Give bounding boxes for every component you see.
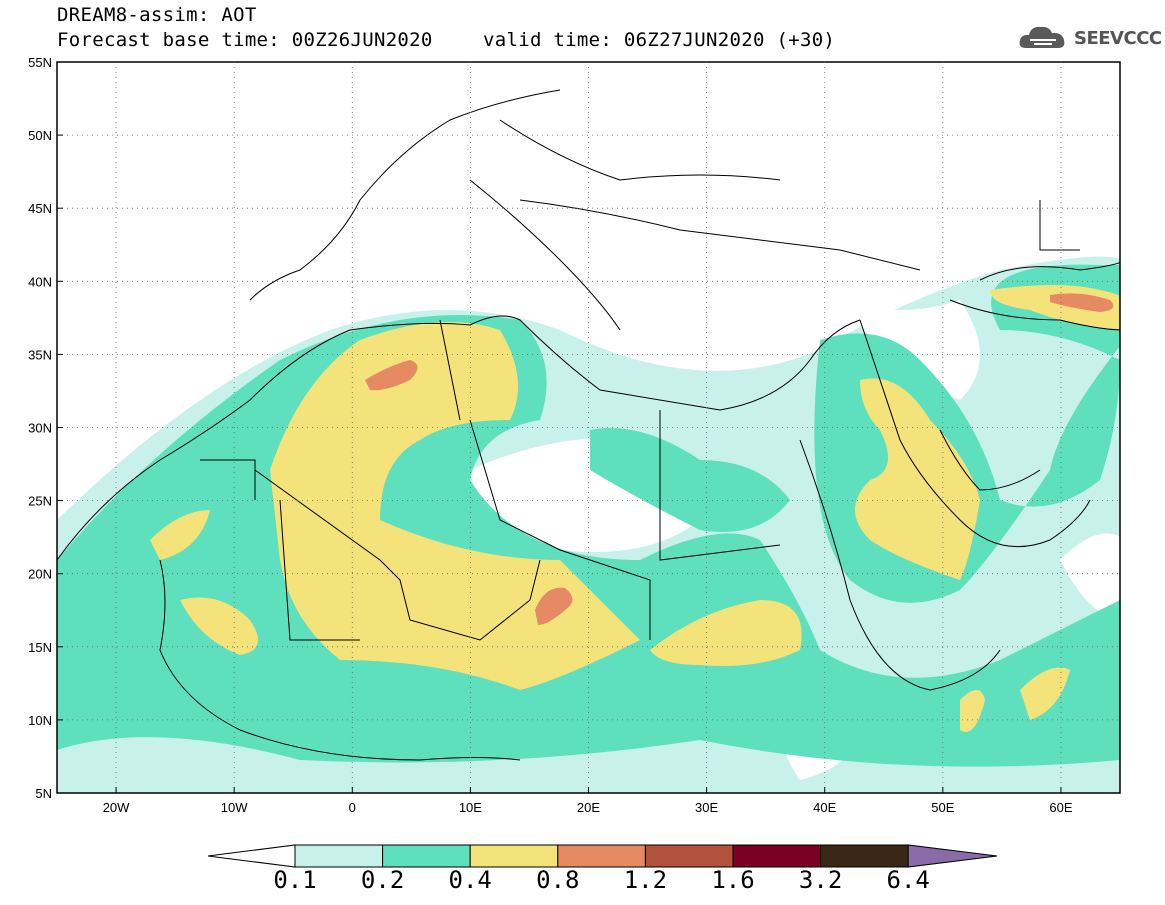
colorbar-label: 0.8 [536,866,580,894]
forecast-base-time: Forecast base time: 00Z26JUN2020 [57,29,433,51]
map-title: DREAM8-assim: AOT [57,4,257,26]
lat-label: 50N [28,128,52,143]
lat-label: 45N [28,201,52,216]
lat-label: 10N [28,713,52,728]
colorbar-label: 1.2 [623,866,668,894]
colorbar-label: 6.4 [886,866,930,894]
colorbar-over [907,844,998,868]
lon-label: 60E [1049,800,1072,815]
colorbar-box [557,844,646,868]
lon-label: 40E [813,800,836,815]
lat-label: 30N [28,421,52,436]
colorbar-box [732,844,822,868]
coastlines [57,89,1120,761]
lon-labels: 20W 10W 0 10E 20E 30E 40E 50E 60E [103,800,1073,815]
lon-label: 10E [459,800,482,815]
colorbar-box [294,844,384,868]
logo-text: SEEVCCC [1074,28,1162,49]
colorbar-label: 0.2 [360,866,405,894]
colorbar-label: 1.6 [711,866,755,894]
colorbar-under [207,844,296,868]
lon-label: 30E [695,800,718,815]
lon-label: 50E [931,800,954,815]
graticule [57,62,1120,793]
colorbar-box [382,844,471,868]
lon-label: 0 [349,800,356,815]
aot-field [57,256,1120,793]
colorbar-box [469,844,559,868]
valid-time: valid time: 06Z27JUN2020 (+30) [483,29,836,51]
colorbar-box [820,844,909,868]
colorbar-boxes [207,844,998,868]
lat-labels: 55N 50N 45N 40N 35N 30N 25N 20N 15N 10N 5N [28,55,52,801]
lat-label: 40N [28,274,52,289]
axis-ticks [57,61,1062,794]
colorbar-label: 3.2 [798,866,843,894]
lat-label: 20N [28,567,52,582]
colorbar-box [644,844,734,868]
lat-label: 55N [28,55,52,70]
cloud-icon [1019,26,1065,48]
lon-label: 20E [577,800,600,815]
lat-label: 25N [28,494,52,509]
lat-label: 5N [35,786,52,801]
lat-label: 35N [28,347,52,362]
lon-label: 20W [103,800,130,815]
lon-label: 10W [221,800,248,815]
colorbar-label: 0.4 [448,866,492,894]
lat-label: 15N [28,640,52,655]
colorbar-label: 0.1 [273,866,317,894]
